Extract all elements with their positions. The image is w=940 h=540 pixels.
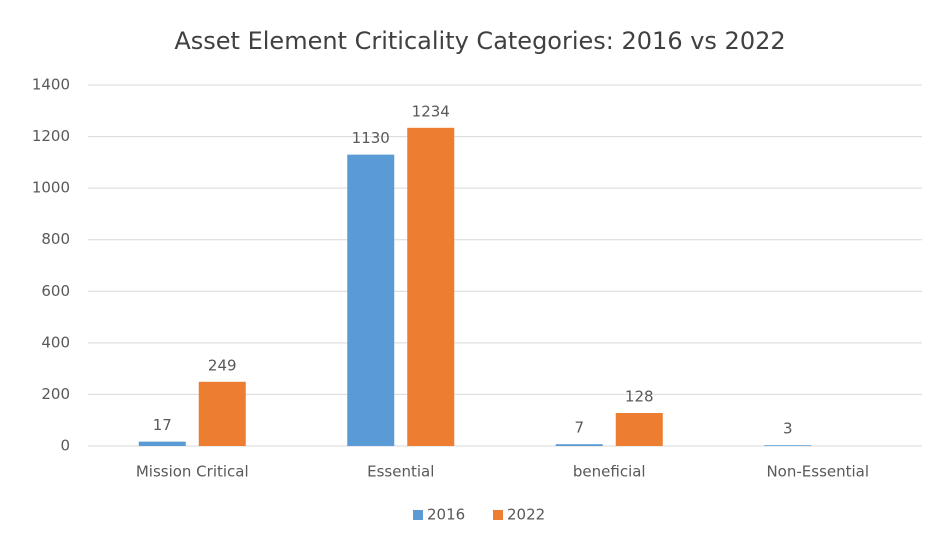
legend-label: 2022 <box>507 506 545 524</box>
bar <box>764 445 812 446</box>
y-tick-label: 600 <box>41 282 70 300</box>
data-label: 128 <box>625 387 654 405</box>
data-label: 17 <box>153 416 172 434</box>
x-tick-label: Mission Critical <box>136 463 249 481</box>
data-label: 1130 <box>352 129 390 147</box>
data-label: 7 <box>574 419 584 437</box>
legend-swatch <box>493 510 503 520</box>
bar <box>615 412 663 446</box>
bar <box>138 441 186 446</box>
y-tick-label: 800 <box>41 230 70 248</box>
x-tick-label: Non-Essential <box>766 463 869 481</box>
x-tick-label: beneficial <box>573 463 646 481</box>
data-label: 1234 <box>412 102 450 120</box>
data-label: 249 <box>208 356 237 374</box>
y-tick-label: 1200 <box>32 127 70 145</box>
data-label: 3 <box>783 420 793 438</box>
chart-title: Asset Element Criticality Categories: 20… <box>174 27 785 55</box>
bar <box>347 154 395 446</box>
legend-label: 2016 <box>427 506 465 524</box>
bar <box>407 127 455 446</box>
y-tick-label: 1000 <box>32 179 70 197</box>
bar <box>555 444 603 446</box>
y-tick-label: 200 <box>41 385 70 403</box>
y-tick-label: 1400 <box>32 76 70 94</box>
x-tick-label: Essential <box>367 463 434 481</box>
y-tick-label: 0 <box>60 437 70 455</box>
bar <box>198 381 246 446</box>
y-tick-label: 400 <box>41 333 70 351</box>
legend-swatch <box>413 510 423 520</box>
